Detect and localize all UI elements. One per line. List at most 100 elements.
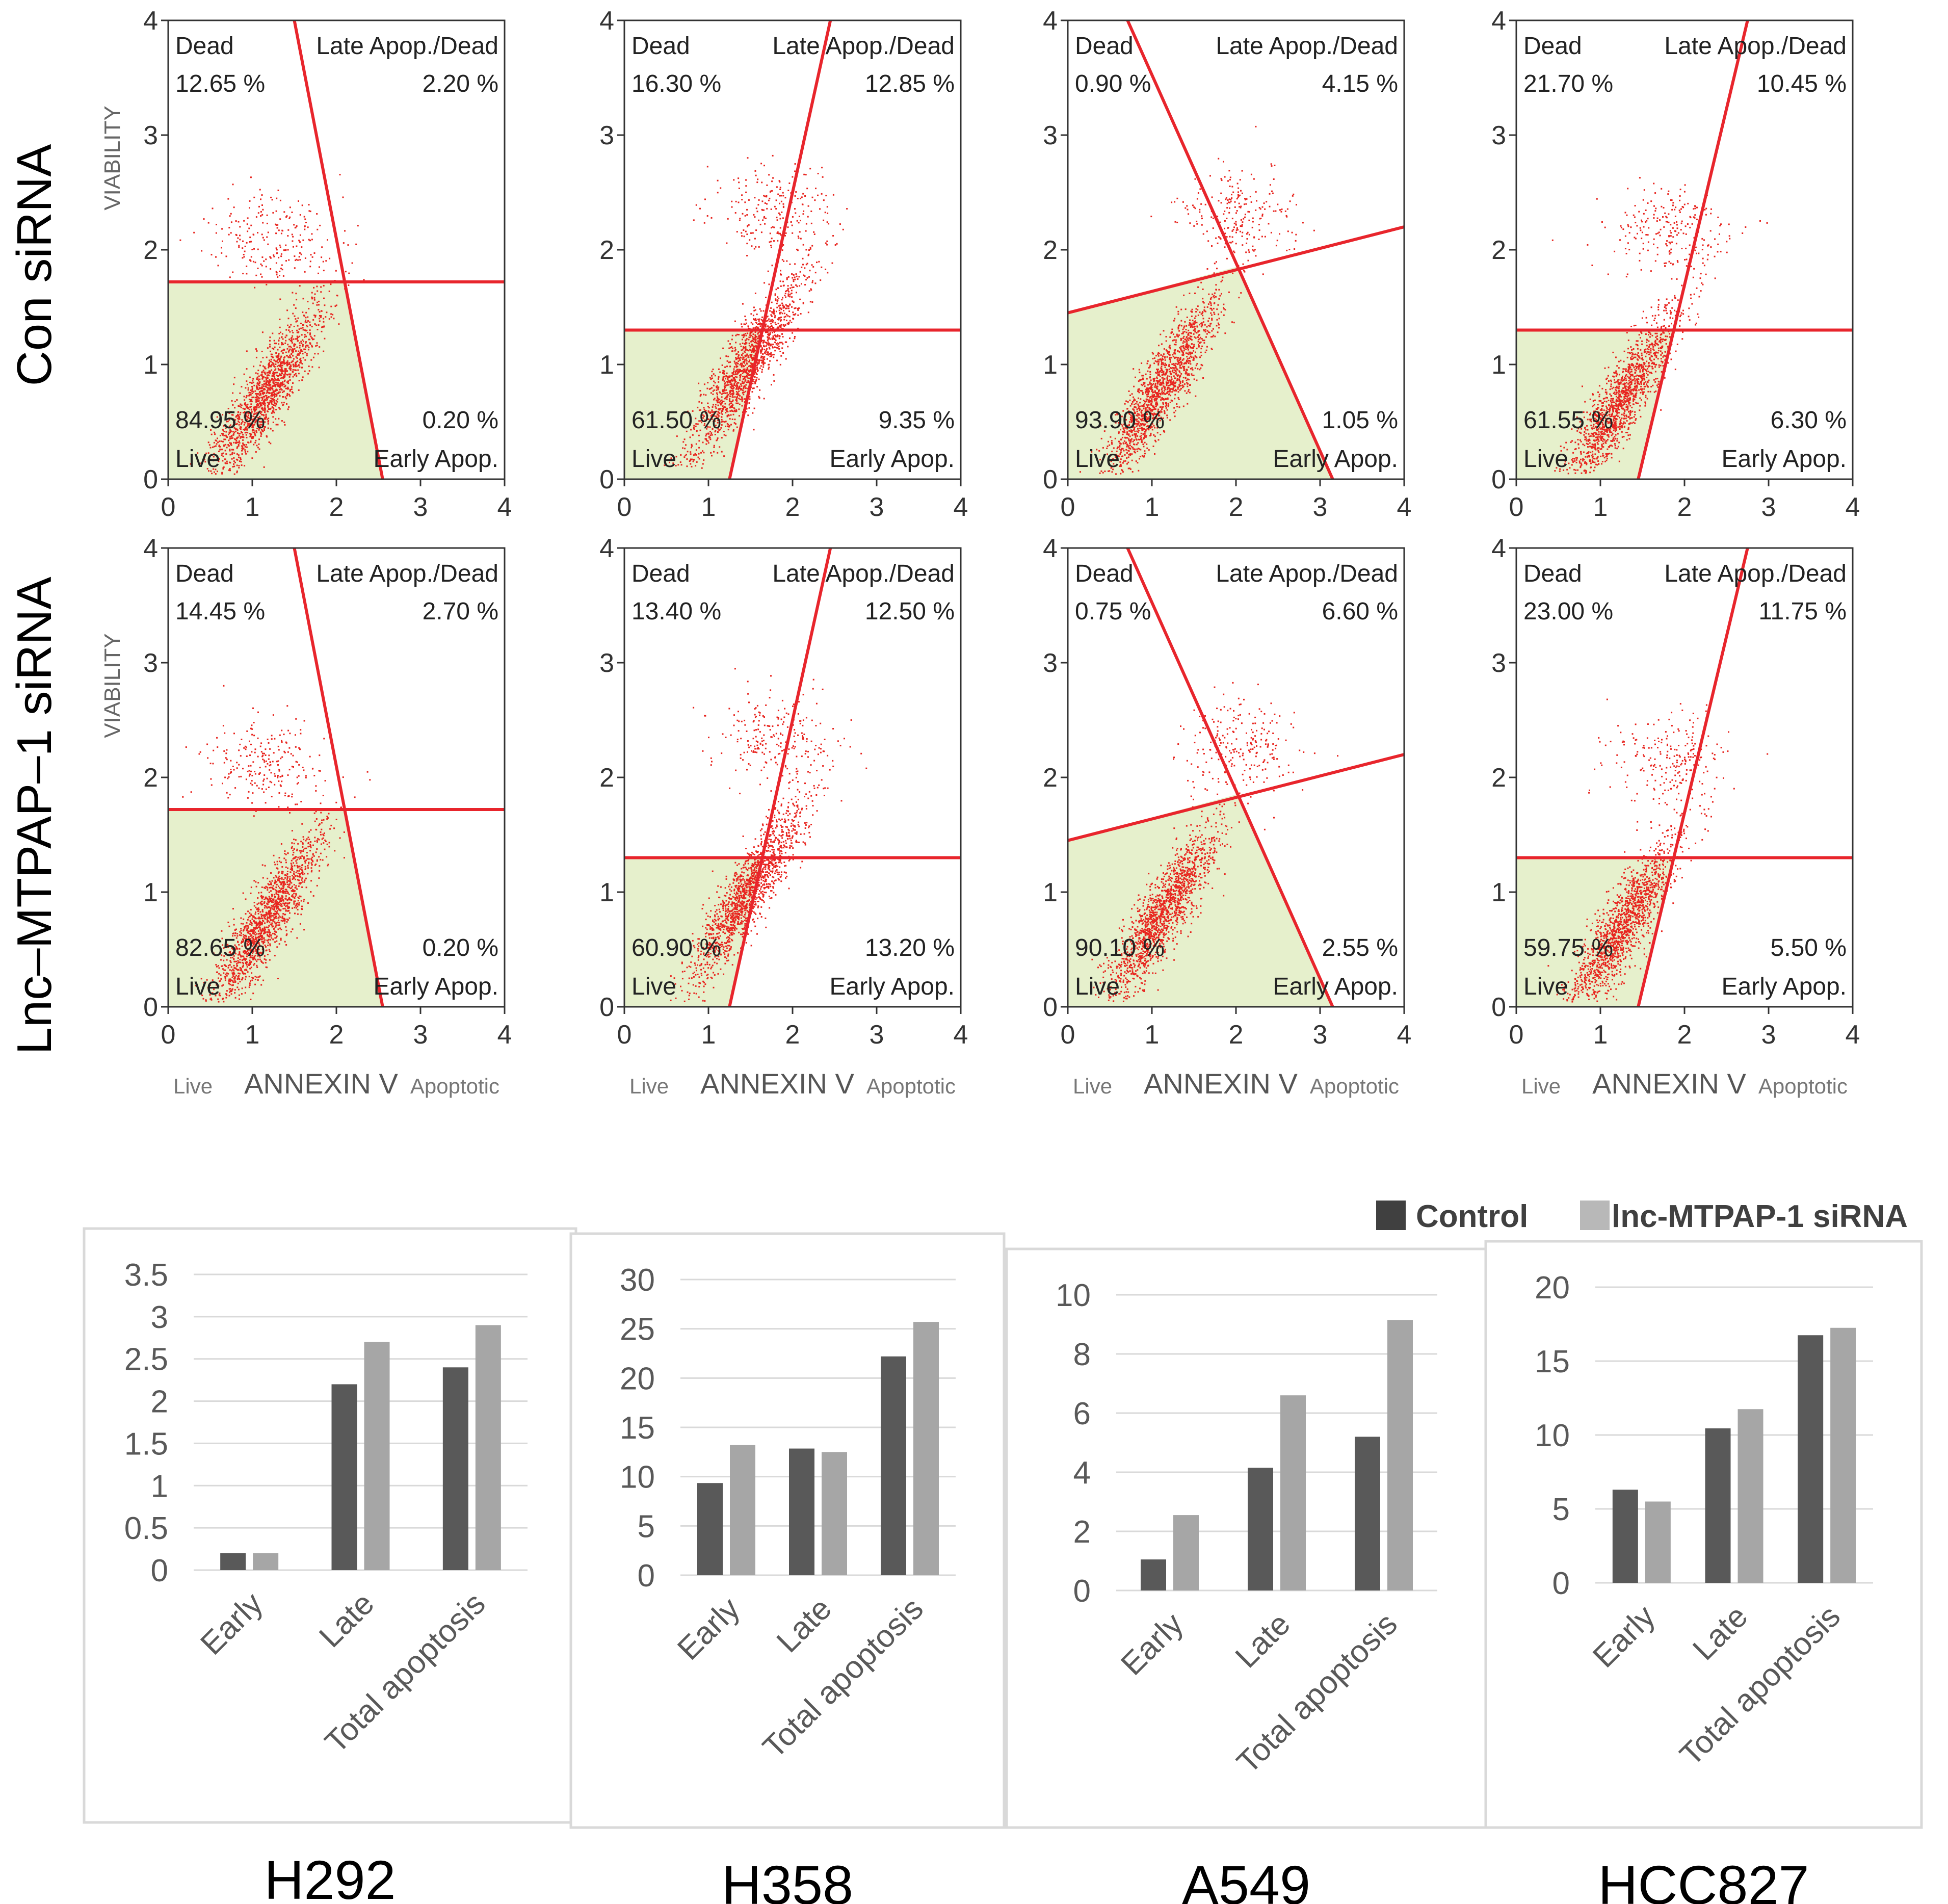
event-dot bbox=[745, 354, 747, 356]
event-dot bbox=[1151, 423, 1153, 425]
event-dot bbox=[1134, 403, 1135, 405]
y-axis-label: VIABILITY bbox=[100, 106, 125, 210]
event-dot bbox=[229, 449, 231, 451]
event-dot bbox=[1157, 364, 1160, 366]
event-dot bbox=[1147, 401, 1149, 403]
event-dot bbox=[718, 415, 720, 417]
event-dot bbox=[259, 189, 261, 191]
event-dot bbox=[1157, 396, 1160, 398]
event-dot bbox=[282, 396, 284, 398]
event-dot bbox=[736, 386, 738, 388]
event-dot bbox=[740, 389, 742, 391]
event-dot bbox=[210, 254, 213, 256]
event-dot bbox=[1137, 420, 1139, 422]
event-dot bbox=[780, 200, 782, 202]
event-dot bbox=[1161, 371, 1163, 373]
event-dot bbox=[1182, 347, 1184, 349]
event-dot bbox=[788, 307, 789, 309]
event-dot bbox=[302, 350, 304, 352]
event-dot bbox=[247, 407, 249, 409]
event-dot bbox=[754, 331, 756, 333]
event-dot bbox=[1162, 377, 1164, 379]
event-dot bbox=[1149, 408, 1151, 410]
event-dot bbox=[201, 250, 203, 252]
event-dot bbox=[736, 386, 739, 388]
event-dot bbox=[1157, 362, 1160, 364]
event-dot bbox=[268, 363, 270, 366]
event-dot bbox=[1209, 323, 1212, 325]
event-dot bbox=[763, 341, 765, 343]
event-dot bbox=[1157, 359, 1159, 361]
event-dot bbox=[726, 384, 728, 386]
event-dot bbox=[247, 217, 249, 219]
event-dot bbox=[237, 413, 239, 415]
event-dot bbox=[768, 343, 770, 345]
event-dot bbox=[1192, 352, 1193, 354]
event-dot bbox=[266, 436, 268, 438]
event-dot bbox=[801, 283, 802, 285]
event-dot bbox=[760, 324, 762, 326]
event-dot bbox=[255, 430, 257, 432]
event-dot bbox=[727, 424, 729, 426]
event-dot bbox=[767, 333, 769, 335]
event-dot bbox=[281, 361, 283, 363]
event-dot bbox=[706, 415, 708, 417]
event-dot bbox=[1179, 371, 1181, 373]
event-dot bbox=[724, 382, 726, 384]
event-dot bbox=[214, 433, 216, 435]
event-dot bbox=[734, 347, 736, 349]
event-dot bbox=[284, 379, 286, 381]
event-dot bbox=[226, 447, 228, 449]
event-dot bbox=[749, 374, 751, 376]
event-dot bbox=[705, 443, 707, 445]
event-dot bbox=[762, 219, 764, 221]
event-dot bbox=[756, 337, 758, 340]
event-dot bbox=[1186, 372, 1188, 374]
event-dot bbox=[1163, 381, 1164, 383]
event-dot bbox=[1146, 428, 1148, 430]
event-dot bbox=[303, 348, 305, 350]
event-dot bbox=[775, 343, 777, 345]
event-dot bbox=[1186, 356, 1188, 358]
event-dot bbox=[772, 177, 774, 179]
event-dot bbox=[1139, 372, 1141, 374]
event-dot bbox=[310, 254, 312, 256]
event-dot bbox=[1177, 388, 1179, 390]
event-dot bbox=[1166, 380, 1168, 382]
event-dot bbox=[1156, 403, 1159, 405]
event-dot bbox=[292, 312, 294, 315]
event-dot bbox=[1182, 381, 1183, 383]
event-dot bbox=[769, 337, 771, 339]
gate-line-diagonal bbox=[293, 20, 384, 479]
event-dot bbox=[755, 339, 757, 341]
event-dot bbox=[256, 431, 258, 433]
event-dot bbox=[808, 253, 810, 255]
event-dot bbox=[1186, 359, 1188, 361]
event-dot bbox=[1182, 405, 1184, 407]
event-dot bbox=[1259, 218, 1261, 220]
event-dot bbox=[741, 362, 743, 364]
event-dot bbox=[190, 463, 192, 465]
event-dot bbox=[1171, 331, 1173, 333]
event-dot bbox=[734, 320, 736, 322]
event-dot bbox=[721, 419, 723, 421]
event-dot bbox=[1191, 374, 1193, 376]
event-dot bbox=[769, 345, 771, 347]
event-dot bbox=[1142, 418, 1144, 420]
event-dot bbox=[754, 352, 756, 354]
event-dot bbox=[1182, 342, 1184, 344]
event-dot bbox=[1178, 378, 1180, 380]
event-dot bbox=[292, 351, 294, 353]
event-dot bbox=[272, 395, 273, 397]
event-dot bbox=[1168, 353, 1170, 355]
event-dot bbox=[1137, 462, 1139, 464]
event-dot bbox=[1152, 446, 1154, 447]
event-dot bbox=[295, 259, 297, 262]
event-dot bbox=[1159, 396, 1161, 398]
event-dot bbox=[295, 344, 297, 346]
event-dot bbox=[1208, 331, 1210, 333]
event-dot bbox=[776, 306, 778, 308]
event-dot bbox=[760, 350, 762, 352]
event-dot bbox=[1173, 364, 1175, 366]
event-dot bbox=[1153, 394, 1155, 396]
